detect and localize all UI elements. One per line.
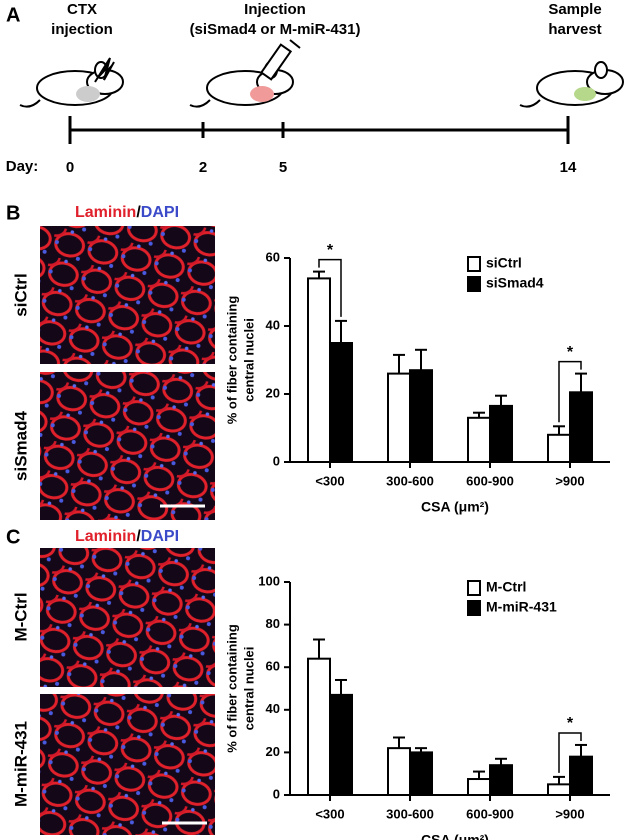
legend-label: M-Ctrl [486, 579, 526, 595]
bar [489, 764, 513, 796]
bar [569, 755, 593, 796]
bar [569, 391, 593, 463]
legend-swatch [467, 580, 481, 596]
y-axis-label: central nuclei [241, 318, 256, 402]
y-axis-label: % of fiber containing [224, 624, 239, 753]
stain-label: Laminin/DAPI [75, 528, 179, 545]
panel-label: B [6, 202, 20, 224]
bar [329, 693, 353, 797]
day-label: Day: [6, 158, 39, 175]
legend-label: siCtrl [486, 255, 522, 271]
x-tick-label: >900 [555, 806, 584, 821]
row-label: M-miR-431 [11, 721, 30, 807]
significance-label: * [327, 242, 334, 259]
bar [409, 369, 433, 464]
y-tick-label: 40 [266, 317, 280, 332]
y-tick-label: 60 [266, 659, 280, 674]
micrograph [40, 548, 215, 687]
panel-label: C [6, 526, 20, 548]
x-tick-label: >900 [555, 473, 584, 488]
row-label: siSmad4 [11, 410, 30, 480]
y-tick-label: 40 [266, 701, 280, 716]
micrograph [40, 372, 215, 520]
y-tick-label: 60 [266, 249, 280, 264]
y-tick-label: 0 [273, 786, 280, 801]
bar [489, 404, 513, 463]
mouse [519, 61, 624, 108]
x-axis-label: CSA (μm²) [421, 832, 489, 840]
y-tick-label: 0 [273, 453, 280, 468]
legend-swatch [467, 600, 481, 616]
day: 2 [199, 159, 207, 176]
event-label: injection [51, 21, 113, 38]
legend-label: M-miR-431 [486, 599, 557, 615]
mouse [189, 39, 301, 108]
stain: / [136, 204, 141, 221]
event-label: harvest [548, 21, 601, 38]
bar [409, 751, 433, 797]
bar [547, 433, 571, 463]
legend-swatch [467, 276, 481, 292]
event-label: CTX [67, 1, 97, 18]
stain: Laminin [75, 204, 136, 221]
bar [387, 372, 411, 464]
legend-swatch [467, 256, 481, 272]
y-tick-label: 20 [266, 744, 280, 759]
panel-label: A [6, 4, 20, 26]
significance-label: * [567, 344, 574, 361]
timeline [68, 116, 570, 144]
x-tick-label: 600-900 [466, 473, 514, 488]
x-tick-label: <300 [315, 806, 344, 821]
bar [307, 277, 331, 463]
event-label: (siSmad4 or M-miR-431) [190, 21, 361, 38]
significance-bracket [318, 258, 342, 317]
y-axis-label: % of fiber containing [224, 296, 239, 425]
x-tick-label: 600-900 [466, 806, 514, 821]
day: 0 [66, 159, 74, 176]
significance-bracket [558, 732, 582, 773]
micrograph [40, 226, 215, 364]
y-tick-label: 80 [266, 616, 280, 631]
row-label: siCtrl [11, 273, 30, 316]
y-tick-label: 20 [266, 385, 280, 400]
x-tick-label: <300 [315, 473, 344, 488]
y-tick-label: 100 [258, 573, 280, 588]
day: 14 [560, 159, 577, 176]
bar [467, 778, 491, 797]
bar [467, 416, 491, 463]
stain: DAPI [141, 204, 179, 221]
stain: / [136, 528, 141, 545]
bar [387, 747, 411, 797]
stain: DAPI [141, 528, 179, 545]
stain-label: Laminin/DAPI [75, 204, 179, 221]
bar [329, 342, 353, 463]
bar [547, 783, 571, 796]
micrograph [40, 694, 215, 835]
significance-label: * [567, 715, 574, 732]
mouse [19, 57, 124, 108]
x-tick-label: 300-600 [386, 806, 434, 821]
event-label: Injection [244, 1, 306, 18]
day: 5 [279, 159, 287, 176]
row-label: M-Ctrl [11, 592, 30, 641]
x-tick-label: 300-600 [386, 473, 434, 488]
significance-bracket [558, 360, 582, 423]
bar [307, 657, 331, 796]
legend-label: siSmad4 [486, 275, 544, 291]
event-label: Sample [548, 1, 601, 18]
x-axis-label: CSA (μm²) [421, 499, 489, 515]
y-axis-label: central nuclei [241, 647, 256, 731]
stain: Laminin [75, 528, 136, 545]
